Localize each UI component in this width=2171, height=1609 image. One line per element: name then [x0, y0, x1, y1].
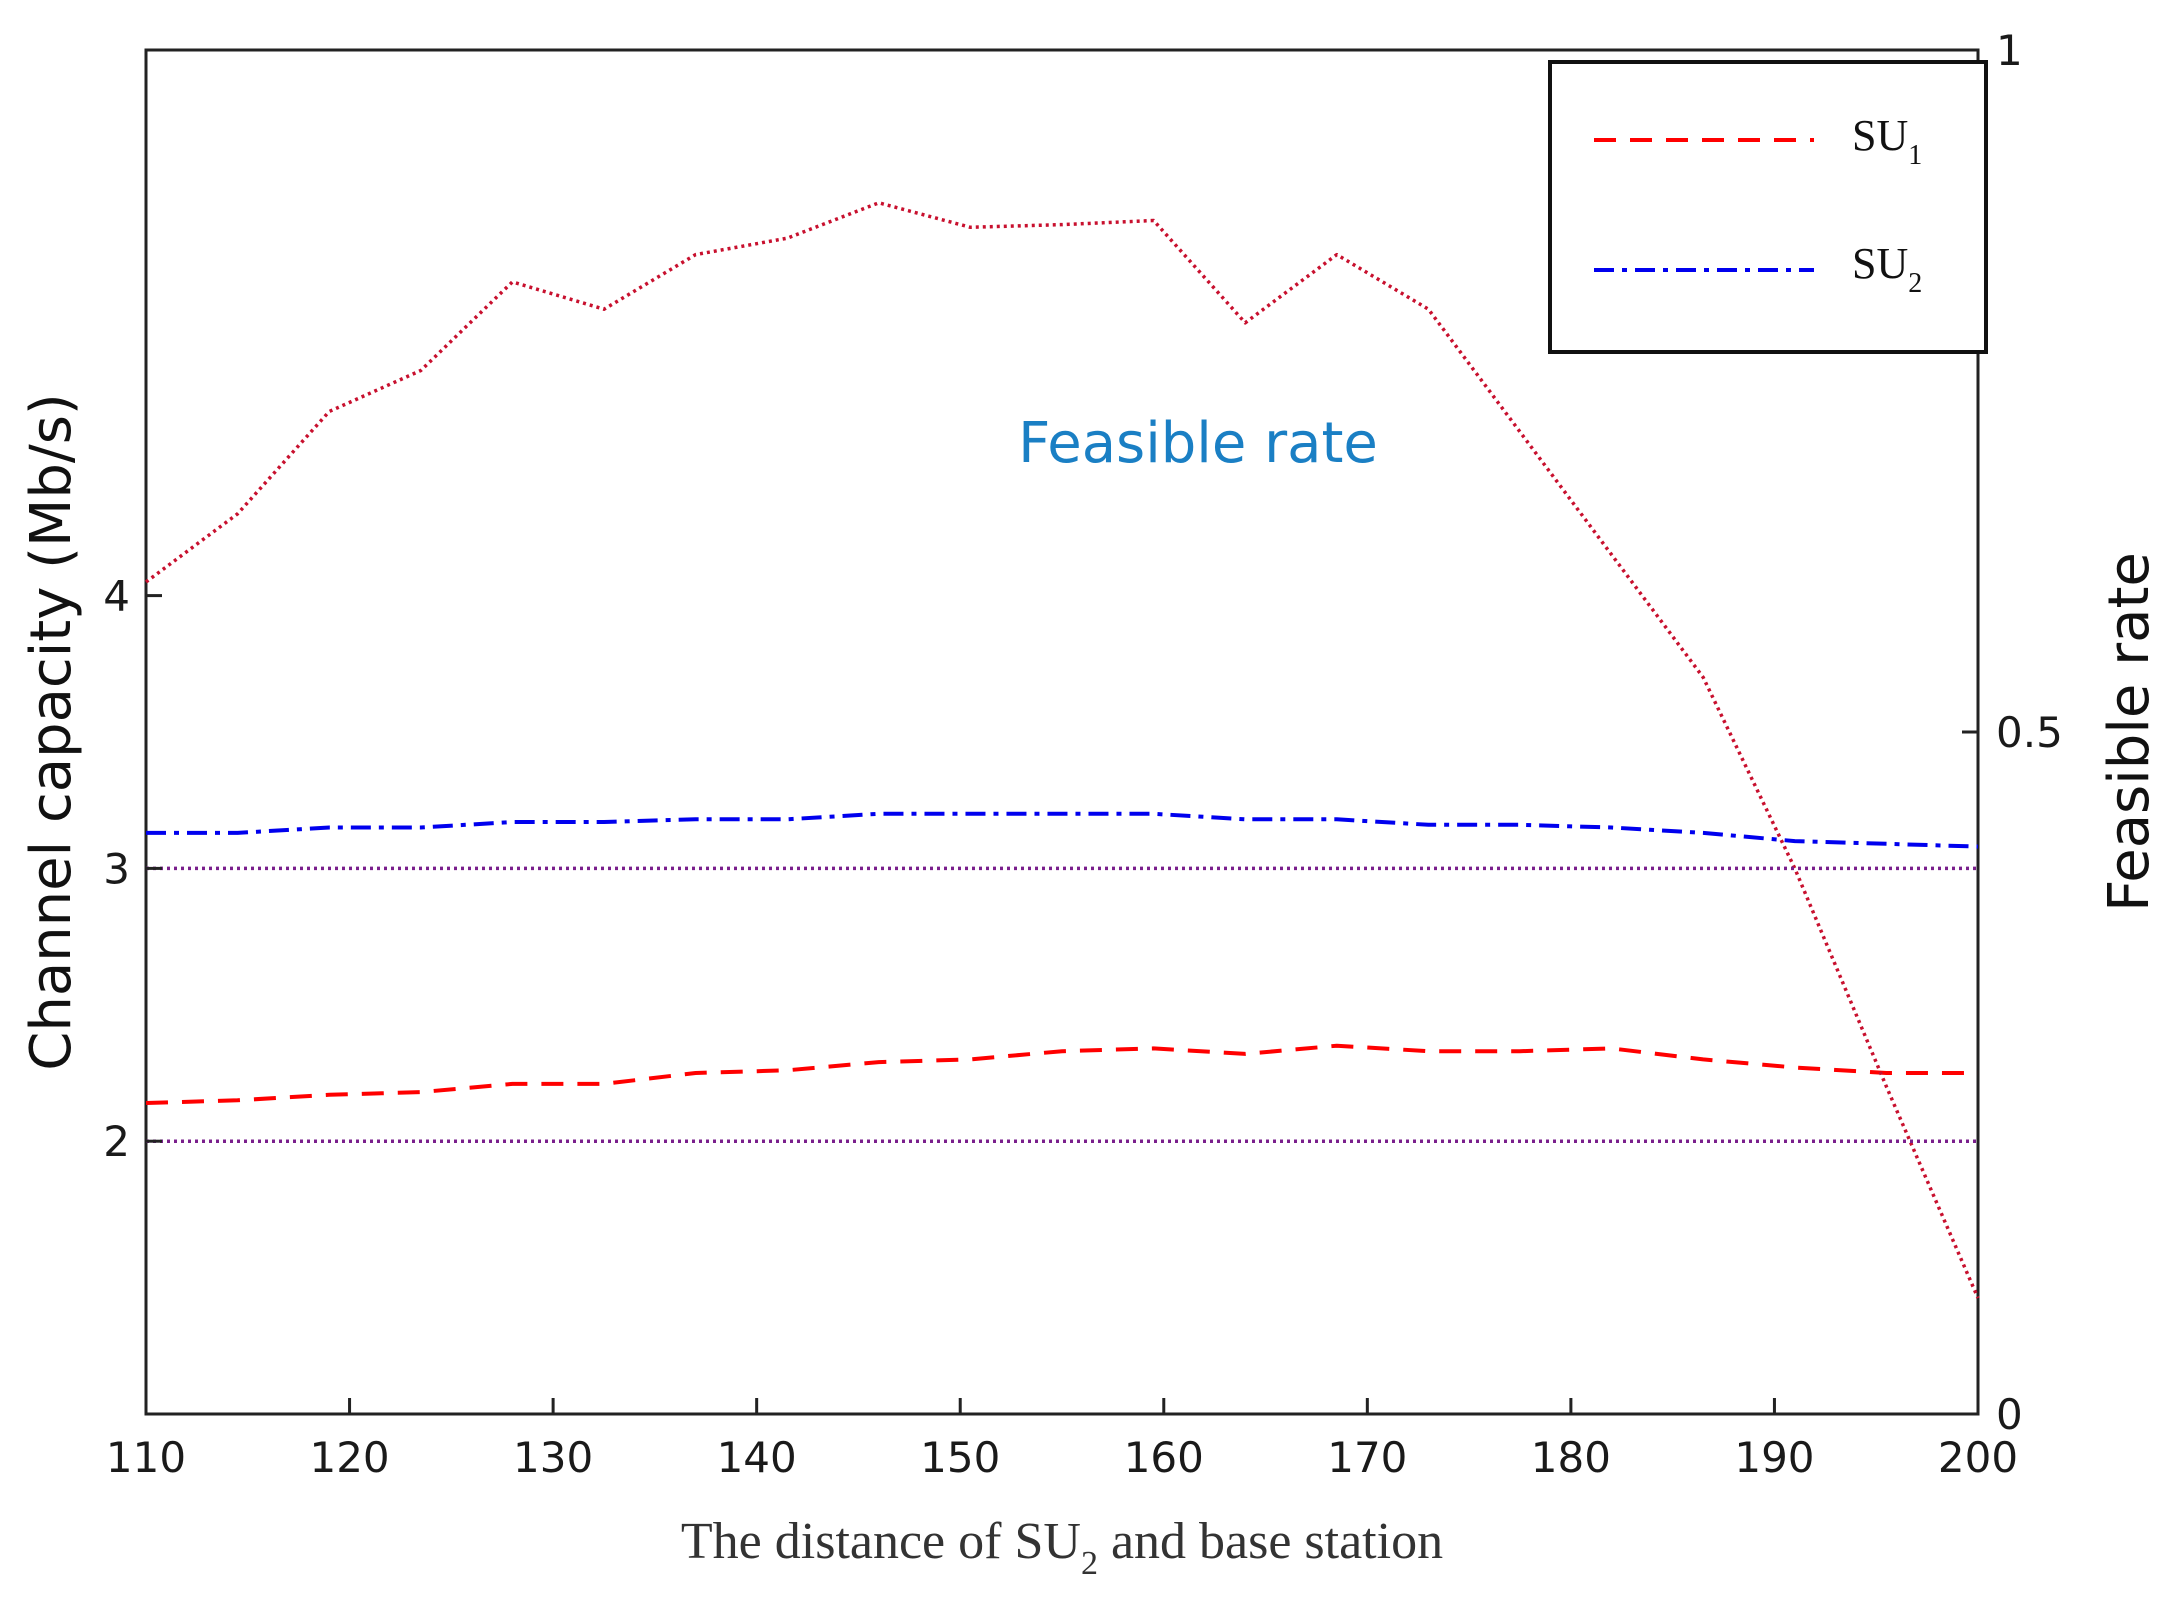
y-right-tick-label: 0 — [1996, 1390, 2023, 1439]
legend: SU1 SU2 — [1548, 60, 1988, 354]
series-feasible-rate-line — [144, 201, 1980, 1299]
series-layer — [144, 201, 1980, 1299]
x-tick-label: 180 — [1531, 1433, 1611, 1482]
y-left-tick-label: 3 — [103, 844, 130, 893]
y-left-axis-ticks: 2 3 4 — [103, 572, 162, 1166]
x-tick-label: 120 — [309, 1433, 389, 1482]
legend-su1-label: SU1 — [1852, 111, 1922, 171]
x-tick-label: 130 — [513, 1433, 593, 1482]
y-right-tick-label: 1 — [1996, 26, 2023, 75]
y-right-tick-label: 0.5 — [1996, 708, 2063, 757]
x-tick-label: 160 — [1124, 1433, 1204, 1482]
y-right-axis-ticks: 00.51 — [1962, 26, 2063, 1439]
x-tick-label: 190 — [1734, 1433, 1814, 1482]
x-axis-ticks: 110 120 130 140 150 160 170 180 190 200 — [106, 1398, 2018, 1482]
legend-box — [1548, 60, 1988, 354]
series-su1-line — [145, 1043, 1978, 1105]
x-tick-label: 110 — [106, 1433, 186, 1482]
x-tick-label: 140 — [717, 1433, 797, 1482]
y-right-axis-title: Feasible rate — [2097, 552, 2162, 912]
y-left-tick-label: 4 — [103, 572, 130, 621]
legend-su2-label: SU2 — [1852, 239, 1922, 299]
y-left-axis-title: Channel capacity (Mb/s) — [19, 393, 84, 1071]
feasible-rate-annotation: Feasible rate — [1018, 411, 1378, 476]
x-tick-label: 170 — [1327, 1433, 1407, 1482]
x-tick-label: 200 — [1938, 1433, 2018, 1482]
y-left-tick-label: 2 — [103, 1117, 130, 1166]
series-su2-line — [146, 811, 1979, 849]
x-tick-label: 150 — [920, 1433, 1000, 1482]
x-axis-title: The distance of SU2 and base station — [681, 1513, 1443, 1582]
